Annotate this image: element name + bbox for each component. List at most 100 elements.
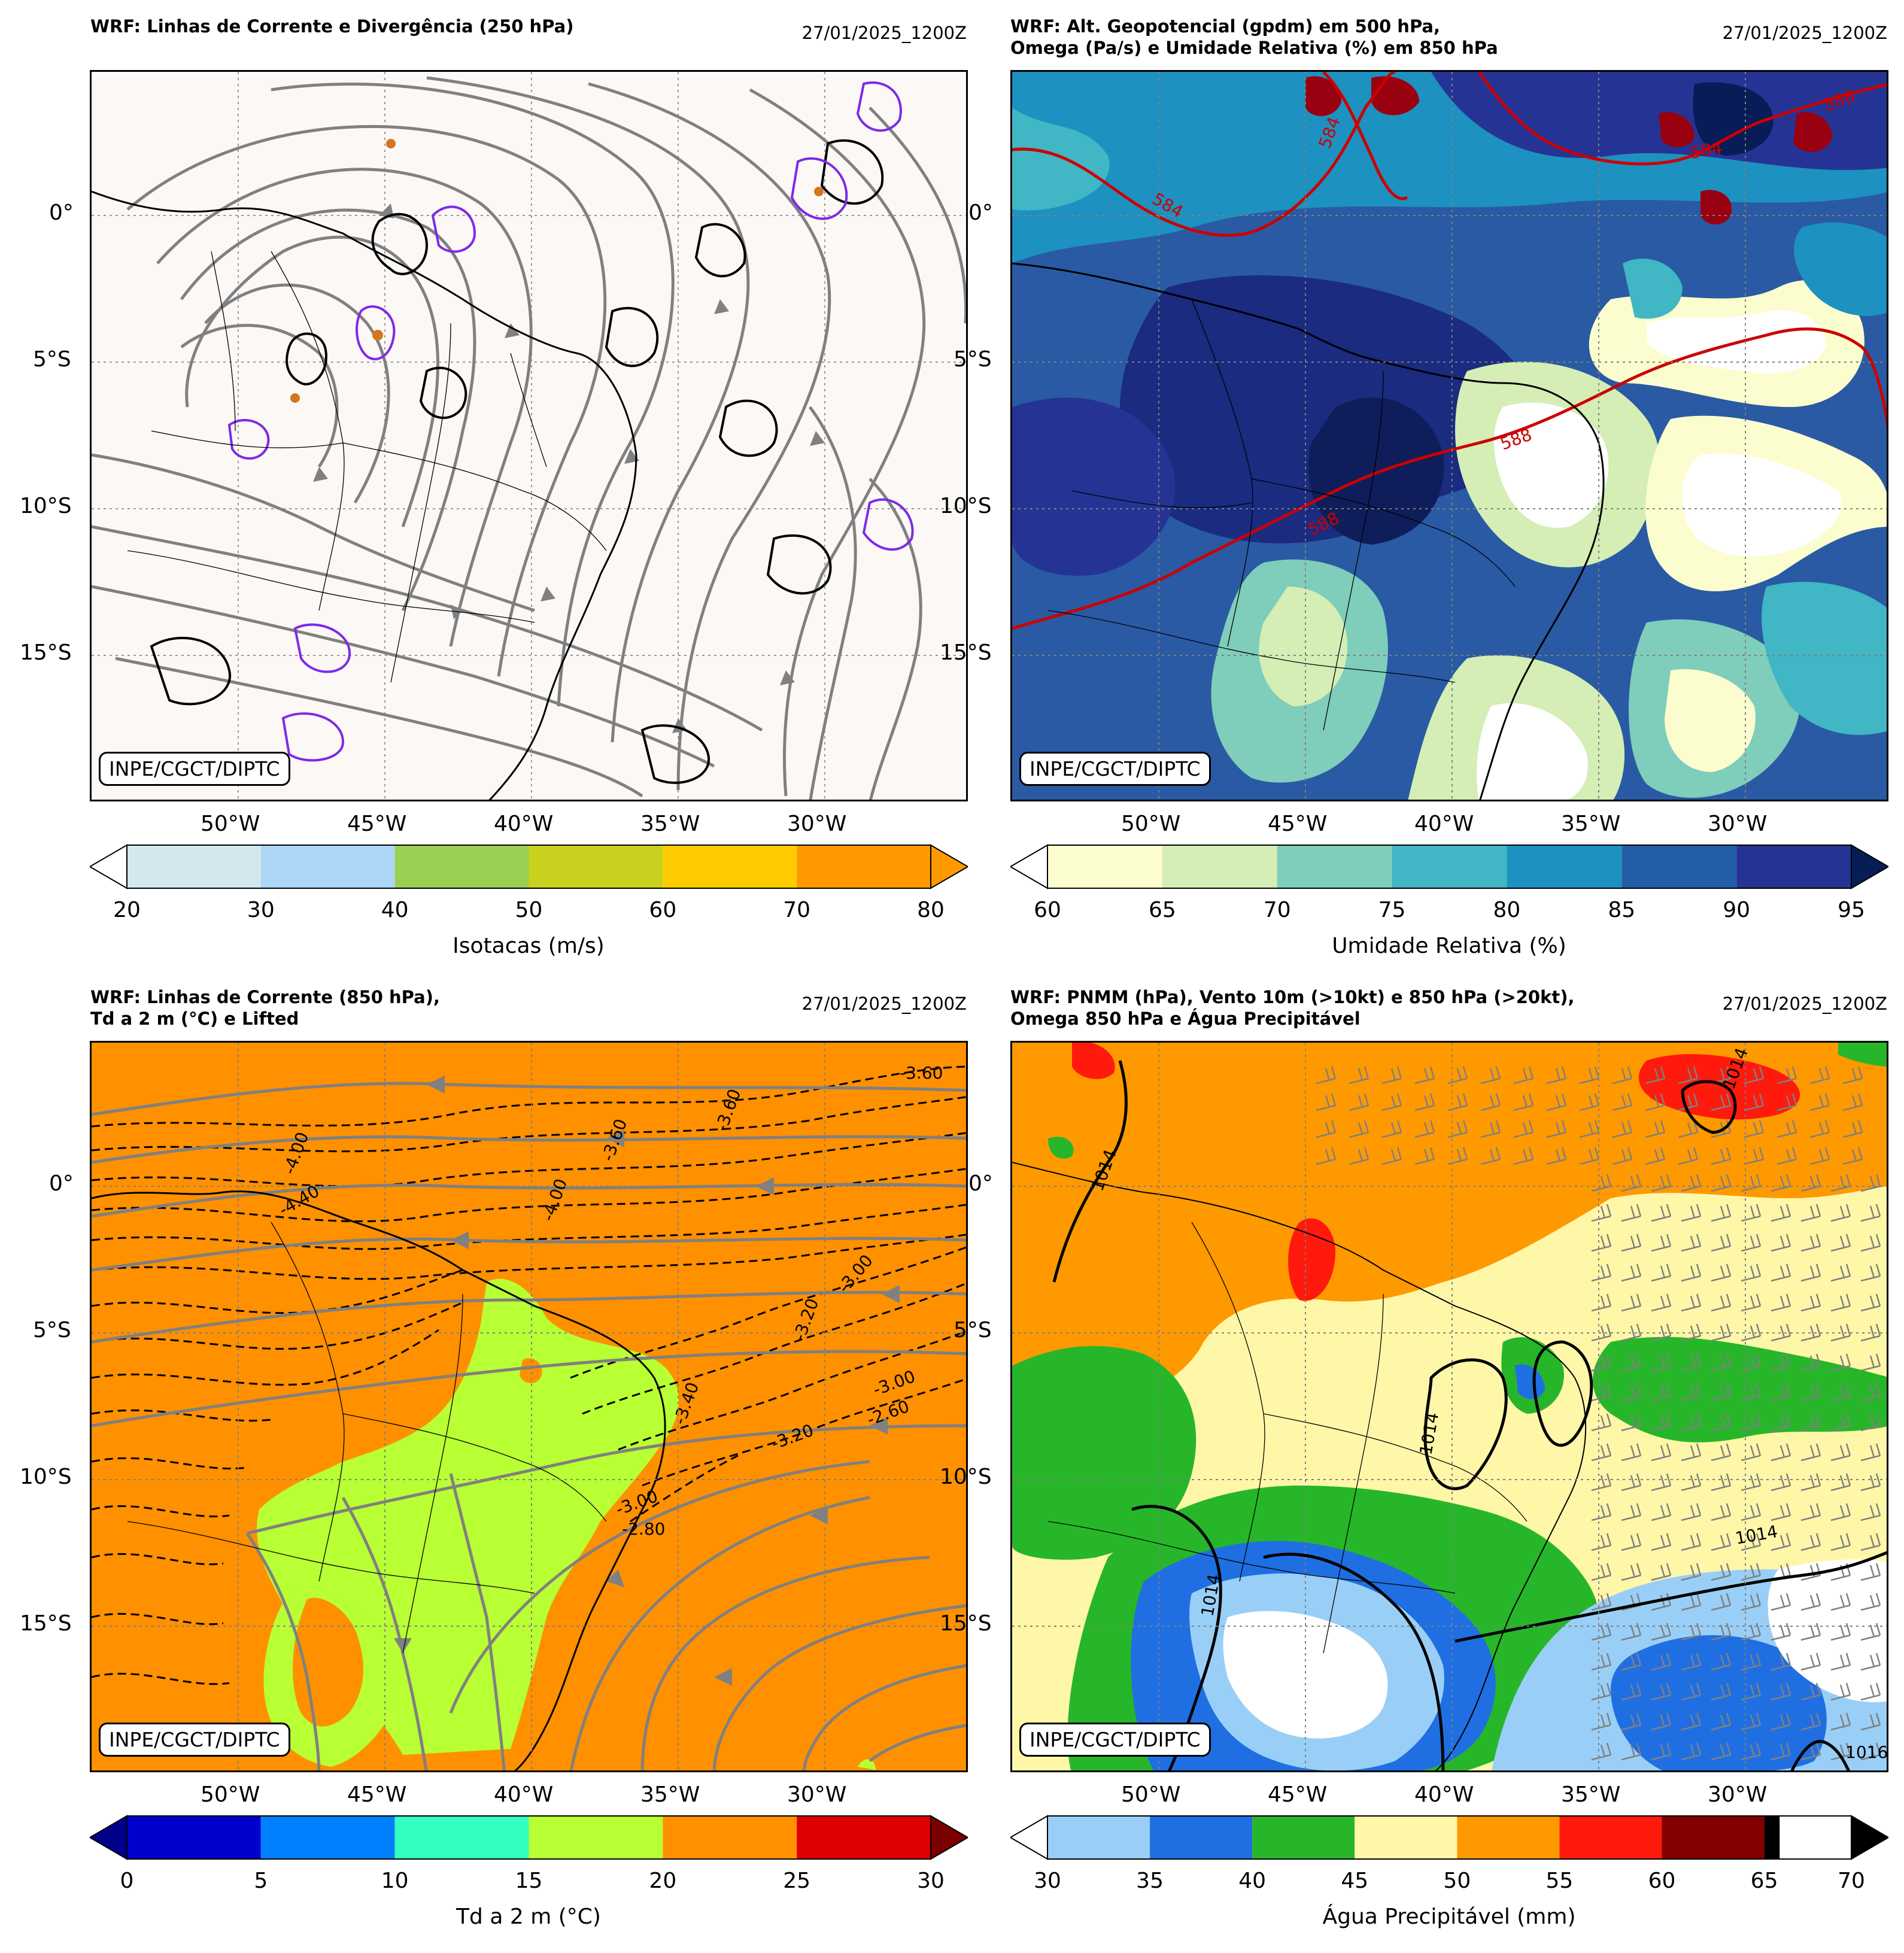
- wind-barb: [1681, 1383, 1702, 1402]
- wind-barb: [1681, 1742, 1702, 1761]
- map-area: 1014 1014 1014 1014 1014 1016: [1010, 1041, 1888, 1772]
- colorbar-tick-label: 65: [1750, 1869, 1778, 1893]
- coastline: [1012, 1162, 1587, 1770]
- wind-barb: [1711, 1174, 1732, 1192]
- lon-label: 35°W: [640, 812, 700, 836]
- wind-barb: [1800, 1473, 1821, 1492]
- wind-barb: [1771, 1682, 1791, 1701]
- lat-label: 0°: [49, 201, 74, 225]
- wind-barb: [1546, 1147, 1567, 1165]
- wind-barb: [1591, 1712, 1612, 1731]
- wind-barb: [1621, 1742, 1642, 1761]
- lon-label: 40°W: [494, 1782, 554, 1807]
- wind-barb: [1830, 1383, 1851, 1402]
- wind-barb: [1591, 1413, 1612, 1432]
- wind-barb: [1860, 1353, 1881, 1372]
- colorbar-over-triangle: [930, 844, 969, 889]
- wind-barb: [1621, 1174, 1642, 1192]
- wind-barb: [1621, 1712, 1642, 1731]
- colorbar-tick-label: 60: [1034, 898, 1061, 922]
- colorbar-tick-label: 80: [1493, 898, 1521, 922]
- wind-barb: [1612, 1093, 1633, 1111]
- colorbar-tick-label: 20: [649, 1869, 677, 1893]
- wind-barb: [1651, 1623, 1672, 1641]
- colorbar-segment: [1252, 1816, 1355, 1859]
- colorbar-tick-label: 5: [254, 1869, 268, 1893]
- map-graphic: 584 584 588 588 588 584: [1012, 72, 1887, 800]
- contour-label: -2.80: [622, 1519, 665, 1539]
- wind-barb: [1316, 1093, 1337, 1111]
- wind-barb: [1777, 1147, 1797, 1165]
- wind-barb: [1681, 1353, 1702, 1372]
- panel-title: WRF: PNMM (hPa), Vento 10m (>10kt) e 850…: [1010, 987, 1575, 1029]
- wind-barb: [1316, 1066, 1337, 1085]
- wind-barb: [1860, 1473, 1881, 1492]
- colorbar-tick-label: 15: [515, 1869, 543, 1893]
- wind-barb: [1771, 1383, 1791, 1402]
- lat-label: 5°S: [953, 347, 992, 372]
- wind-barb: [1681, 1443, 1702, 1462]
- pw-red-areas: [1072, 1043, 1800, 1301]
- isobars: [1052, 1060, 1887, 1770]
- wind-barb: [1681, 1204, 1702, 1222]
- wind-barb: [1711, 1263, 1732, 1282]
- wind-barb: [1645, 1093, 1666, 1111]
- colorbar-label: Água Precipitável (mm): [1322, 1905, 1576, 1929]
- state-borders: [1047, 1222, 1528, 1654]
- colorbar-tick-label: 40: [1238, 1869, 1267, 1893]
- wind-barb: [1349, 1093, 1369, 1111]
- wind-barb: [1447, 1120, 1468, 1138]
- lifted-contours: [92, 1065, 966, 1685]
- streamlines: [92, 76, 966, 800]
- wind-barb: [1741, 1383, 1762, 1402]
- wind-barb: [1681, 1712, 1702, 1731]
- colorbar-graphic: [89, 1815, 969, 1860]
- wind-barb: [1678, 1093, 1699, 1111]
- wind-barb: [1645, 1147, 1666, 1165]
- wind-barb: [1800, 1742, 1821, 1761]
- wind-barb: [1777, 1066, 1797, 1085]
- wind-barb: [1711, 1323, 1732, 1342]
- colorbar-tick-label: 35: [1136, 1869, 1164, 1893]
- wind-barb: [1842, 1120, 1863, 1138]
- panel-title: WRF: Linhas de Corrente (850 hPa), Td a …: [90, 987, 440, 1029]
- colorbar-tick-label: 50: [515, 898, 543, 922]
- wind-barb: [1771, 1323, 1791, 1342]
- wind-barb: [1771, 1653, 1791, 1671]
- credit-label: INPE/CGCT/DIPTC: [99, 752, 290, 786]
- lon-label: 40°W: [1414, 812, 1474, 836]
- colorbar-tick-label: 60: [649, 898, 677, 922]
- wind-barb: [1513, 1120, 1534, 1138]
- wind-barb: [1771, 1742, 1791, 1761]
- wind-barb: [1860, 1234, 1881, 1252]
- contour-label: 1016: [1845, 1742, 1888, 1762]
- colorbar-under-triangle: [89, 1815, 127, 1860]
- streamline-arrows: [394, 1076, 900, 1686]
- wind-barb: [1800, 1204, 1821, 1222]
- colorbar-segment: [1047, 1816, 1150, 1859]
- wind-barb: [1579, 1066, 1600, 1085]
- colorbar-tick-label: 80: [917, 898, 945, 922]
- colorbar-tick-label: 40: [381, 898, 409, 922]
- wind-barb: [1681, 1263, 1702, 1282]
- graticule: [1012, 1043, 1887, 1770]
- colorbar-segment: [1355, 1816, 1457, 1859]
- wind-barb: [1621, 1443, 1642, 1462]
- wind-barb: [1546, 1093, 1567, 1111]
- omega-shading: [1305, 76, 1832, 224]
- wind-barb: [1777, 1120, 1797, 1138]
- state-borders: [1047, 299, 1516, 731]
- panel-date: 27/01/2025_1200Z: [1722, 994, 1887, 1014]
- wind-barb: [1651, 1563, 1672, 1581]
- wind-barb: [1645, 1066, 1666, 1085]
- wind-barb: [1744, 1066, 1765, 1085]
- wind-barb: [1800, 1503, 1821, 1521]
- wind-barb: [1800, 1353, 1821, 1372]
- wind-barb: [1771, 1353, 1791, 1372]
- lon-label: 35°W: [1561, 812, 1621, 836]
- wind-barb: [1546, 1066, 1567, 1085]
- wind-barb: [1741, 1533, 1762, 1551]
- colorbar-label: Isotacas (m/s): [453, 934, 605, 958]
- colorbar-tick-label: 20: [113, 898, 141, 922]
- wind-barb: [1741, 1204, 1762, 1222]
